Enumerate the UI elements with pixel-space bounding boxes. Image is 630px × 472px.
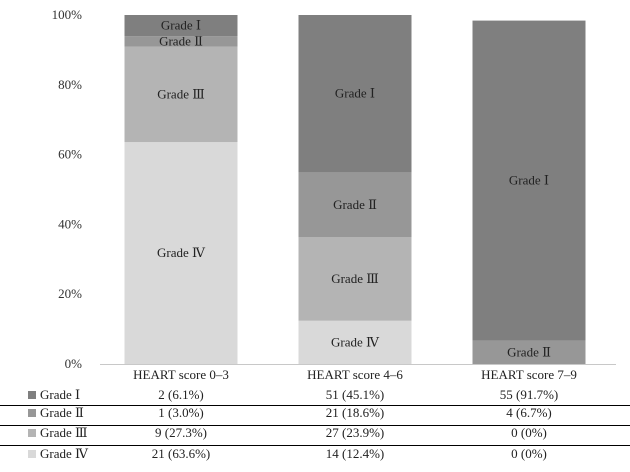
bar-segment — [124, 36, 238, 47]
segment-label: Grade Ⅰ — [509, 173, 549, 188]
bar-segment — [124, 15, 238, 37]
row-label-text: Grade Ⅰ — [40, 387, 81, 402]
table-cell: 21 (18.6%) — [325, 405, 385, 420]
x-category-label: HEART score 7–9 — [481, 367, 577, 382]
table-cell: 9 (27.3%) — [155, 425, 207, 440]
table-cell: 4 (6.7%) — [506, 405, 552, 420]
segment-label: Grade Ⅰ — [335, 86, 375, 101]
x-category-label: HEART score 4–6 — [307, 367, 403, 382]
bar-segment — [124, 142, 238, 364]
bar-segment — [472, 20, 586, 341]
bar-segment — [298, 237, 412, 321]
y-tick-label: 20% — [58, 286, 82, 301]
bar-segment — [472, 340, 586, 364]
row-label-text: Grade Ⅳ — [40, 446, 88, 461]
table-cell: 55 (91.7%) — [499, 387, 559, 402]
legend-swatch — [28, 429, 36, 437]
segment-label: Grade Ⅳ — [157, 245, 206, 260]
table-cell: 14 (12.4%) — [325, 446, 385, 461]
segment-label: Grade Ⅱ — [333, 197, 377, 212]
y-tick-label: 0% — [65, 356, 83, 371]
table-cell: 0 (0%) — [511, 425, 547, 440]
row-label-text: Grade Ⅱ — [40, 405, 84, 420]
segment-label: Grade Ⅲ — [331, 271, 379, 286]
bar-segment — [298, 15, 412, 173]
table-row-divider — [0, 425, 630, 426]
x-category-label: HEART score 0–3 — [133, 367, 229, 382]
table-cell: 51 (45.1%) — [325, 387, 385, 402]
table-cell: 0 (0%) — [511, 446, 547, 461]
row-label-text: Grade Ⅲ — [40, 425, 88, 440]
segment-label: Grade Ⅰ — [161, 18, 201, 33]
segment-label: Grade Ⅱ — [507, 344, 551, 359]
segment-label: Grade Ⅲ — [157, 86, 205, 101]
legend-swatch — [28, 450, 36, 458]
legend-swatch — [28, 391, 36, 399]
table-row-label: Grade Ⅱ — [28, 405, 84, 421]
bar-segment — [298, 320, 412, 364]
table-row-label: Grade Ⅲ — [28, 425, 88, 441]
table-cell: 2 (6.1%) — [158, 387, 204, 402]
y-tick-label: 60% — [58, 147, 82, 162]
table-cell: 21 (63.6%) — [151, 446, 211, 461]
table-row-divider — [0, 445, 630, 446]
table-row-label: Grade Ⅰ — [28, 387, 80, 403]
table-row-label: Grade Ⅳ — [28, 446, 88, 462]
bar-segment — [124, 46, 238, 143]
y-tick-label: 40% — [58, 216, 82, 231]
y-tick-label: 100% — [52, 7, 83, 22]
table-cell: 27 (23.9%) — [325, 425, 385, 440]
table-cell: 1 (3.0%) — [158, 405, 204, 420]
segment-label: Grade Ⅱ — [159, 34, 203, 49]
y-tick-label: 80% — [58, 77, 82, 92]
table-row-divider — [0, 405, 630, 406]
legend-swatch — [28, 409, 36, 417]
bar-segment — [298, 172, 412, 238]
segment-label: Grade Ⅳ — [331, 334, 380, 349]
